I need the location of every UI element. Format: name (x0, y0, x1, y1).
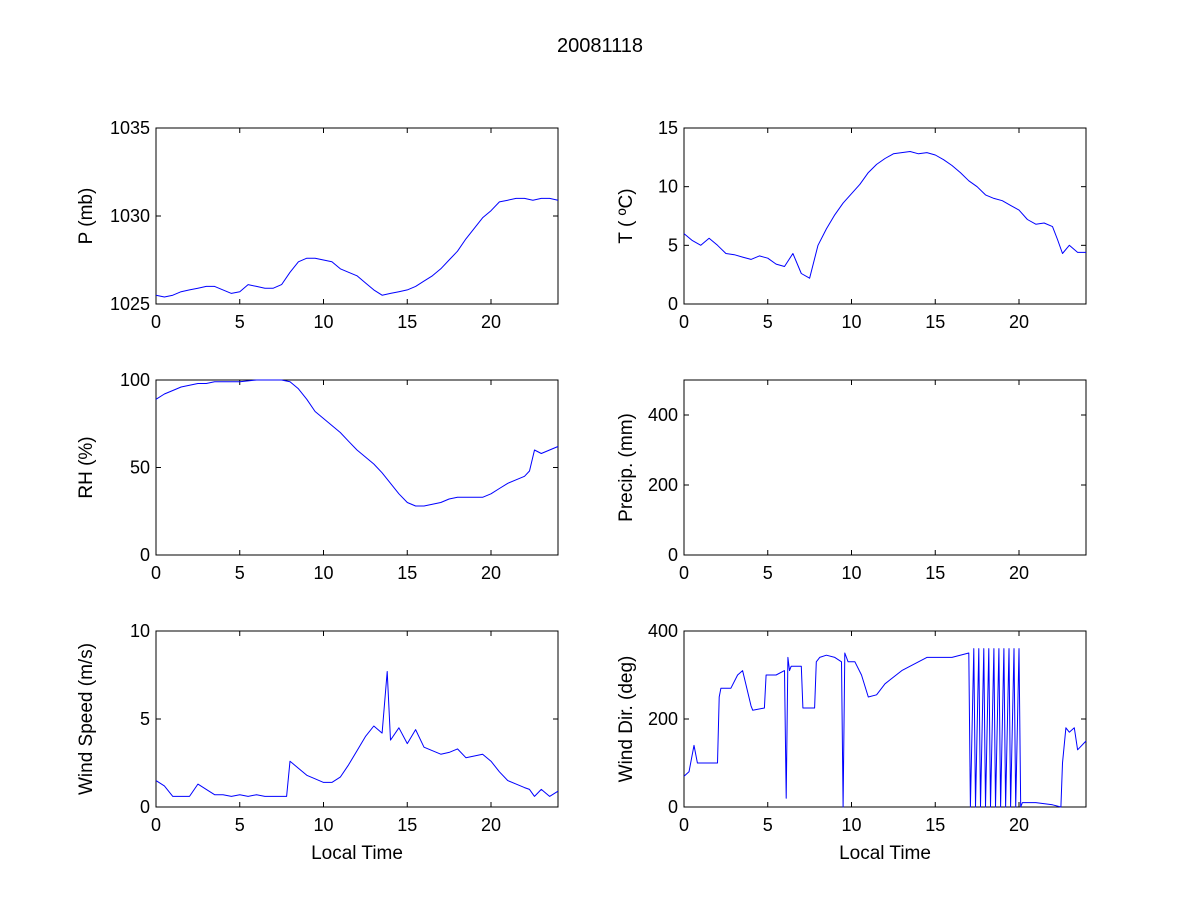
y-tick-label: 200 (648, 709, 678, 729)
y-tick-label: 100 (120, 370, 150, 390)
x-tick-label: 0 (679, 563, 689, 583)
axes-frame-temperature (683, 127, 1087, 305)
axes-frame-precipitation (683, 379, 1087, 556)
series-line-wind-direction (683, 648, 1087, 808)
y-tick-label: 0 (140, 545, 150, 565)
x-tick-label: 15 (397, 563, 417, 583)
series-line-temperature (683, 151, 1086, 279)
x-tick-label: 20 (1009, 312, 1029, 332)
x-tick-label: 10 (841, 312, 861, 332)
x-tick-label: 5 (763, 563, 773, 583)
x-tick-label: 0 (151, 563, 161, 583)
x-tick-label: 15 (397, 815, 417, 835)
y-tick-label: 5 (668, 235, 678, 255)
x-tick-label: 10 (313, 815, 333, 835)
axes-frame-pressure (155, 127, 559, 305)
y-tick-label: 0 (668, 797, 678, 817)
subplot-pressure: 0 5 10 15 20 1025 1030 1035 P (mb) (76, 118, 559, 332)
series-line-humidity (155, 379, 559, 507)
x-tick-label: 5 (235, 312, 245, 332)
y-axis-label: Wind Dir. (deg) (616, 656, 637, 783)
y-tick-label: 10 (130, 621, 150, 641)
y-tick-label: 400 (648, 621, 678, 641)
x-tick-label: 5 (235, 563, 245, 583)
y-tick-label: 1035 (110, 118, 150, 138)
y-tick-label: 400 (648, 405, 678, 425)
x-tick-label: 0 (151, 815, 161, 835)
x-tick-label: 20 (481, 815, 501, 835)
x-tick-label: 5 (763, 312, 773, 332)
y-tick-label: 0 (668, 545, 678, 565)
x-tick-label: 0 (151, 312, 161, 332)
series-line-wind-speed (155, 671, 559, 797)
y-tick-label: 200 (648, 475, 678, 495)
x-tick-label: 5 (235, 815, 245, 835)
x-tick-label: 15 (397, 312, 417, 332)
x-tick-label: 0 (679, 815, 689, 835)
x-tick-label: 10 (313, 312, 333, 332)
x-tick-label: 20 (481, 312, 501, 332)
y-tick-label: 10 (658, 177, 678, 197)
x-tick-label: 0 (679, 312, 689, 332)
y-axis-label: T ( ºC) (616, 188, 637, 243)
y-tick-label: 15 (658, 118, 678, 138)
x-axis-label: Local Time (839, 843, 931, 864)
y-tick-label: 5 (140, 709, 150, 729)
x-tick-label: 20 (1009, 563, 1029, 583)
x-tick-label: 5 (763, 815, 773, 835)
y-tick-label: 0 (668, 294, 678, 314)
x-tick-label: 10 (313, 563, 333, 583)
y-axis-label: Precip. (mm) (616, 413, 637, 522)
y-axis-label: Wind Speed (m/s) (76, 643, 97, 795)
axes-frame-wind-direction (683, 630, 1087, 808)
figure-title: 20081118 (557, 35, 643, 57)
y-tick-label: 1030 (110, 206, 150, 226)
y-tick-label: 50 (130, 458, 150, 478)
series-line-pressure (155, 197, 559, 298)
axes-frame-wind-speed (155, 630, 559, 808)
x-axis-label: Local Time (311, 843, 403, 864)
y-axis-label: P (mb) (76, 188, 97, 245)
subplot-temperature: 0 5 10 15 20 0 5 10 15 T ( ºC) (616, 118, 1087, 332)
x-tick-label: 10 (841, 815, 861, 835)
x-tick-label: 15 (925, 312, 945, 332)
x-tick-label: 15 (925, 563, 945, 583)
x-tick-label: 20 (1009, 815, 1029, 835)
x-tick-label: 10 (841, 563, 861, 583)
y-tick-label: 1025 (110, 294, 150, 314)
x-tick-label: 15 (925, 815, 945, 835)
axes-frame-humidity (155, 379, 559, 556)
y-tick-label: 0 (140, 797, 150, 817)
subplot-wind-speed: 0 5 10 15 20 0 5 10 Wind Speed (m/s) Local Time (76, 621, 559, 864)
x-tick-label: 20 (481, 563, 501, 583)
y-axis-label: RH (%) (76, 436, 97, 498)
subplot-humidity: 0 5 10 15 20 0 50 100 RH (%) (76, 370, 559, 583)
